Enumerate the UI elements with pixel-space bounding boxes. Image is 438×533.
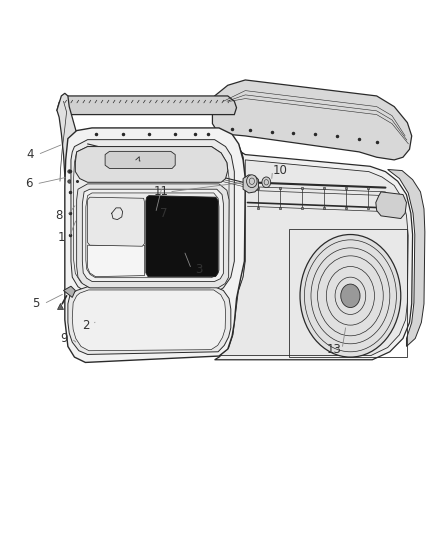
Polygon shape	[88, 245, 145, 277]
Polygon shape	[146, 196, 218, 277]
Circle shape	[247, 175, 257, 188]
Circle shape	[341, 284, 360, 308]
Polygon shape	[68, 287, 231, 354]
Text: 3: 3	[196, 263, 203, 276]
Polygon shape	[57, 96, 237, 115]
Polygon shape	[243, 175, 258, 193]
Polygon shape	[72, 290, 226, 351]
Polygon shape	[215, 131, 413, 360]
Circle shape	[262, 177, 271, 188]
Text: 2: 2	[81, 319, 89, 332]
Polygon shape	[388, 169, 425, 346]
Polygon shape	[212, 80, 412, 160]
Polygon shape	[376, 192, 406, 219]
Text: 10: 10	[273, 164, 288, 177]
Text: 5: 5	[32, 297, 39, 310]
Polygon shape	[77, 184, 229, 288]
Polygon shape	[105, 151, 175, 168]
Polygon shape	[57, 93, 83, 192]
Polygon shape	[75, 147, 228, 182]
Polygon shape	[65, 128, 245, 362]
Text: 8: 8	[56, 209, 63, 222]
Polygon shape	[88, 197, 145, 246]
Text: 11: 11	[154, 185, 169, 198]
Text: 7: 7	[159, 207, 167, 220]
Polygon shape	[82, 189, 223, 281]
Circle shape	[300, 235, 401, 357]
Polygon shape	[86, 193, 219, 278]
Text: 4: 4	[26, 148, 34, 161]
Text: 9: 9	[60, 332, 67, 345]
Text: 1: 1	[57, 231, 65, 244]
Text: 6: 6	[25, 177, 32, 190]
Text: 13: 13	[327, 343, 342, 356]
Polygon shape	[220, 160, 408, 356]
Polygon shape	[71, 140, 234, 293]
Polygon shape	[64, 286, 75, 297]
